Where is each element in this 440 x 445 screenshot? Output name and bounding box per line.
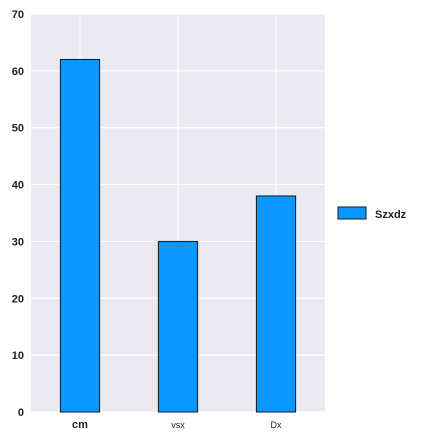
y-tick-label: 70 [12,9,24,21]
y-tick-label: 60 [12,66,24,78]
legend-swatch [337,206,367,220]
y-tick-label: 10 [12,350,24,362]
bars [59,58,297,413]
x-tick-label: Dx [271,420,282,430]
legend: Szxdz [337,206,407,221]
x-tick-label: vsx [171,420,185,430]
bar-vsx [157,240,199,413]
y-axis-ticks: 0 10 20 30 40 50 60 70 [12,9,24,419]
y-tick-label: 30 [12,236,24,248]
y-tick-label: 0 [18,407,24,419]
bar-cm [59,58,101,413]
y-tick-label: 20 [12,293,24,305]
y-tick-label: 50 [12,123,24,135]
bar-Dx [255,195,297,413]
x-axis-ticks: cm vsx Dx [72,419,282,431]
x-tick-label: cm [72,419,88,431]
y-tick-label: 40 [12,180,24,192]
legend-label: Szxdz [375,209,407,221]
